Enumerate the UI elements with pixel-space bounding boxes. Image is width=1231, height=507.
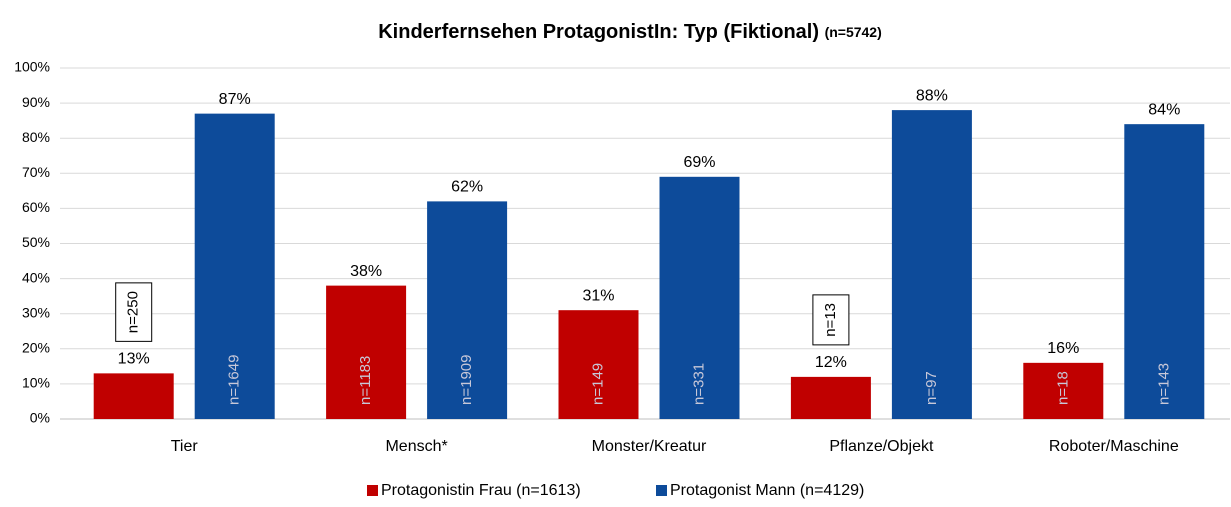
y-tick-label: 60%: [22, 199, 50, 215]
y-tick-label: 100%: [14, 59, 50, 75]
value-label: 69%: [683, 154, 715, 171]
bar: [1023, 362, 1104, 419]
value-label: 62%: [451, 179, 483, 196]
n-label: n=97: [923, 371, 940, 405]
n-label: n=250: [125, 291, 142, 333]
y-tick-label: 90%: [22, 94, 50, 110]
x-tick-label: Tier: [171, 438, 199, 455]
value-label: 87%: [219, 91, 251, 108]
value-label: 88%: [916, 87, 948, 104]
bar: [1124, 124, 1205, 419]
n-label: n=1909: [458, 355, 475, 405]
bar: [194, 113, 275, 419]
n-label: n=13: [822, 303, 839, 337]
n-label: n=18: [1054, 371, 1071, 405]
n-label: n=143: [1155, 363, 1172, 405]
value-label: 31%: [582, 287, 614, 304]
legend-label: Protagonist Mann (n=4129): [670, 482, 864, 499]
bar: [93, 373, 174, 419]
y-tick-label: 10%: [22, 375, 50, 391]
title-suffix: (n=5742): [825, 24, 882, 40]
y-tick-label: 0%: [30, 410, 50, 426]
legend-label: Protagonistin Frau (n=1613): [381, 482, 581, 499]
y-tick-label: 50%: [22, 234, 50, 250]
bar: [427, 201, 508, 419]
n-label: n=1649: [226, 355, 243, 405]
bar: [558, 310, 639, 419]
y-tick-label: 70%: [22, 164, 50, 180]
chart-title: Kinderfernsehen ProtagonistIn: Typ (Fikt…: [378, 21, 882, 43]
title-main: Kinderfernsehen ProtagonistIn: Typ (Fikt…: [378, 21, 819, 43]
x-tick-label: Mensch*: [385, 438, 447, 455]
bar: [659, 176, 740, 419]
n-label: n=331: [690, 363, 707, 405]
y-tick-label: 30%: [22, 304, 50, 320]
value-label: 13%: [118, 351, 150, 368]
n-label-box: [812, 294, 850, 346]
x-tick-label: Roboter/Maschine: [1049, 438, 1179, 455]
bar: [790, 376, 871, 419]
n-label-box: [115, 282, 153, 342]
legend-swatch: [367, 485, 378, 496]
n-label: n=1183: [357, 356, 374, 405]
x-tick-label: Monster/Kreatur: [592, 438, 707, 455]
value-label: 38%: [350, 263, 382, 280]
value-label: 12%: [815, 354, 847, 371]
bar: [326, 285, 407, 419]
y-tick-label: 40%: [22, 269, 50, 285]
x-tick-label: Pflanze/Objekt: [829, 438, 934, 455]
value-label: 84%: [1148, 101, 1180, 118]
legend-swatch: [656, 485, 667, 496]
bar: [891, 110, 972, 420]
y-tick-label: 20%: [22, 340, 50, 356]
value-label: 16%: [1047, 340, 1079, 357]
n-label: n=149: [589, 363, 606, 405]
y-tick-label: 80%: [22, 129, 50, 145]
